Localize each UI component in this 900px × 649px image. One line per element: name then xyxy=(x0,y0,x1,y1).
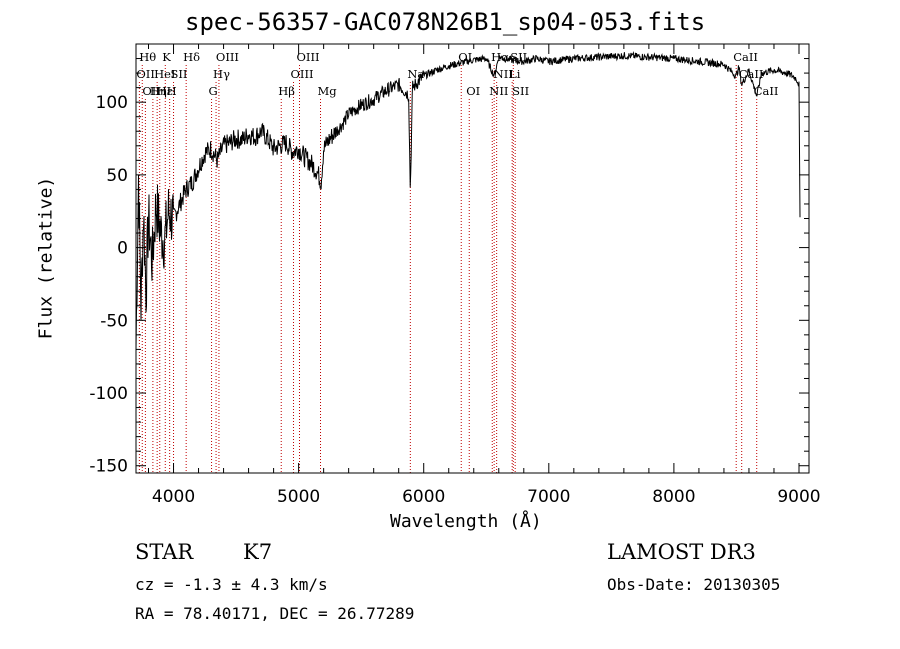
spectral-line-markers xyxy=(138,65,758,473)
line-label: Li xyxy=(509,67,521,81)
line-label: Hβ xyxy=(278,84,295,98)
line-label: Hε xyxy=(157,84,173,98)
x-tick-label: 4000 xyxy=(152,487,195,507)
x-tick-label: 8000 xyxy=(652,487,695,507)
x-tick-label: 6000 xyxy=(402,487,445,507)
object-class: STAR xyxy=(135,540,194,564)
x-tick-label: 9000 xyxy=(777,487,820,507)
object-subclass: K7 xyxy=(243,540,273,564)
line-label: Na xyxy=(407,67,424,81)
axis-tick-labels: 4000 5000 6000 7000 8000 9000 -150 -100 -50 0 50 10… xyxy=(89,93,820,507)
y-tick-label: -50 xyxy=(100,311,128,331)
line-label: Hη xyxy=(150,84,167,98)
x-axis-label: Wavelength (Å) xyxy=(390,511,542,532)
line-label: OI xyxy=(466,84,480,98)
plot-frame xyxy=(135,43,810,474)
line-label: SII xyxy=(512,84,529,98)
observation-date: Obs-Date: 20130305 xyxy=(607,575,781,594)
y-tick-label: 50 xyxy=(106,166,128,186)
axis-ticks xyxy=(136,44,809,473)
line-label: CaII xyxy=(754,84,779,98)
line-label: OIII xyxy=(296,50,319,64)
line-label: Hγ xyxy=(213,67,230,81)
line-label: Hθ xyxy=(139,50,156,64)
line-label: CaII xyxy=(733,50,758,64)
line-label: HeI xyxy=(154,67,175,81)
line-label: G xyxy=(209,84,218,98)
line-label: SII xyxy=(510,50,527,64)
line-label: OI xyxy=(458,50,472,64)
y-tick-label: -100 xyxy=(89,384,128,404)
y-tick-label: -150 xyxy=(89,457,128,477)
line-label: CaII xyxy=(739,67,764,81)
spectral-line-labels: OIIHθOIIHηHeIHεKHSIIHδGHγOIIIHβOIIIOIIIM… xyxy=(136,50,778,98)
spectrum-line xyxy=(135,51,801,351)
survey-name: LAMOST DR3 xyxy=(607,540,756,564)
x-tick-label: 7000 xyxy=(527,487,570,507)
x-tick-label: 5000 xyxy=(277,487,320,507)
y-tick-label: 0 xyxy=(117,239,128,259)
line-label: OII xyxy=(142,84,161,98)
line-label: NII xyxy=(494,67,513,81)
line-label: H xyxy=(167,84,177,98)
line-label: K xyxy=(162,50,171,64)
line-label: OIII xyxy=(290,67,313,81)
line-label: Mg xyxy=(318,84,338,98)
y-tick-label: 100 xyxy=(96,93,128,113)
y-axis-label: Flux (relative) xyxy=(35,176,57,340)
chart-title: spec-56357-GAC078N26B1_sp04-053.fits xyxy=(185,8,706,36)
line-label: OII xyxy=(136,67,155,81)
coordinates: RA = 78.40171, DEC = 26.77289 xyxy=(135,604,415,623)
line-label: NII xyxy=(489,84,508,98)
line-label: Hα xyxy=(491,50,509,64)
line-label: OIII xyxy=(216,50,239,64)
line-label: Hδ xyxy=(183,50,200,64)
line-label: SII xyxy=(171,67,188,81)
redshift-velocity: cz = -1.3 ± 4.3 km/s xyxy=(135,575,328,594)
